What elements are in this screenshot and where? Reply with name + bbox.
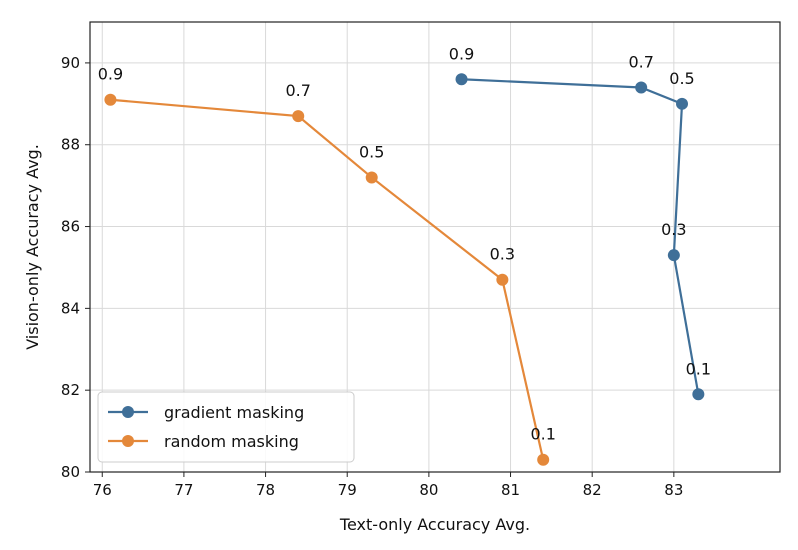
data-label: 0.3 — [661, 220, 686, 239]
y-tick-label: 82 — [61, 381, 80, 399]
x-tick-label: 77 — [174, 481, 193, 499]
legend-box — [97, 391, 355, 463]
data-point — [104, 93, 117, 106]
x-tick-label: 78 — [256, 481, 275, 499]
legend-marker — [122, 435, 134, 447]
x-axis-label: Text-only Accuracy Avg. — [339, 515, 530, 534]
y-tick-label: 90 — [61, 54, 80, 72]
data-label: 0.5 — [359, 142, 384, 161]
data-label: 0.9 — [98, 65, 123, 84]
grid — [90, 22, 780, 473]
data-point — [676, 97, 689, 110]
series-layer — [104, 73, 705, 466]
legend-marker — [122, 406, 134, 418]
data-point — [455, 73, 468, 86]
data-point — [365, 171, 378, 184]
x-tick-label: 76 — [93, 481, 112, 499]
data-label: 0.7 — [628, 52, 653, 71]
data-point — [537, 453, 550, 466]
y-tick-label: 88 — [61, 136, 80, 154]
data-label: 0.9 — [449, 44, 474, 63]
legend-label: random masking — [164, 432, 299, 451]
plot-frame — [89, 21, 781, 473]
ticks: 76 77 78 79 80 81 82 83 80 82 84 86 88 90 — [61, 54, 683, 499]
x-tick-label: 83 — [664, 481, 683, 499]
x-tick-label: 82 — [583, 481, 602, 499]
data-point — [496, 273, 509, 286]
data-label: 0.5 — [669, 69, 694, 88]
y-tick-label: 80 — [61, 463, 80, 481]
data-label: 0.7 — [285, 81, 310, 100]
legend-label: gradient masking — [164, 403, 304, 422]
data-point — [692, 388, 705, 401]
data-point — [292, 110, 305, 123]
data-label: 0.3 — [490, 245, 515, 264]
y-axis-label: Vision-only Accuracy Avg. — [23, 144, 42, 350]
data-point — [667, 249, 680, 262]
data-point — [635, 81, 648, 94]
data-labels: 0.9 0.7 0.5 0.3 0.1 0.9 0.7 0.5 0.3 0.1 — [98, 44, 711, 443]
y-tick-label: 84 — [61, 299, 80, 317]
y-tick-label: 86 — [61, 218, 80, 236]
x-tick-label: 80 — [419, 481, 438, 499]
data-label: 0.1 — [530, 425, 555, 444]
x-tick-label: 81 — [501, 481, 520, 499]
x-tick-label: 79 — [338, 481, 357, 499]
data-label: 0.1 — [686, 359, 711, 378]
legend: gradient masking random masking — [97, 391, 355, 463]
